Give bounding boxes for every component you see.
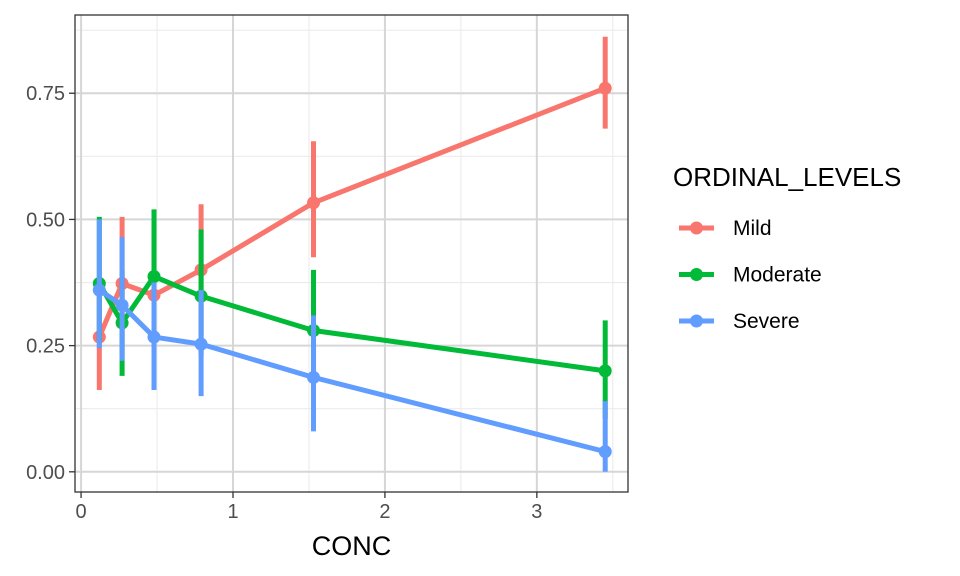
legend-key-point-mild [690,221,703,235]
x-tick-label: 2 [379,501,390,523]
data-point-mild [598,81,612,95]
y-axis: 0.00 0.25 0.50 0.75 [26,83,75,484]
panel-border [74,14,629,493]
y-tick-label: 0.50 [26,209,65,231]
data-point-moderate [598,364,612,378]
data-point-severe [307,370,321,384]
legend: ORDINAL_LEVELS Mild Moderate Severe [673,162,901,333]
data-point-severe [92,283,106,297]
y-tick-label: 0.25 [26,336,65,358]
x-axis: 0 1 2 3 [76,492,542,523]
data-point-severe [115,298,129,312]
legend-label-moderate: Moderate [733,264,822,287]
panel-background [75,15,628,492]
legend-item-severe: Severe [679,310,800,333]
plot-panel [74,14,629,493]
series-line-mild [97,85,607,339]
x-tick-label: 1 [227,501,238,523]
x-tick-label: 3 [531,501,542,523]
y-tick-label: 0.75 [26,83,65,105]
legend-title: ORDINAL_LEVELS [673,162,901,192]
legend-label-severe: Severe [733,310,800,333]
legend-item-mild: Mild [679,217,772,240]
data-point-severe [194,337,208,351]
data-point-severe [598,445,612,459]
series-layer [92,36,612,472]
data-point-severe [147,330,161,344]
series-severe [92,219,612,472]
x-tick-label: 0 [76,501,87,523]
legend-key-point-severe [690,314,703,328]
legend-item-moderate: Moderate [679,264,822,287]
x-axis-title: CONC [312,531,392,561]
legend-items: Mild Moderate Severe [679,217,822,333]
y-tick-label: 0.00 [26,462,65,484]
data-point-mild [307,196,321,210]
series-line-moderate [97,273,606,374]
legend-label-mild: Mild [733,217,772,240]
grid-minor [75,15,628,492]
legend-key-point-moderate [690,268,703,281]
data-point-moderate [147,269,161,283]
